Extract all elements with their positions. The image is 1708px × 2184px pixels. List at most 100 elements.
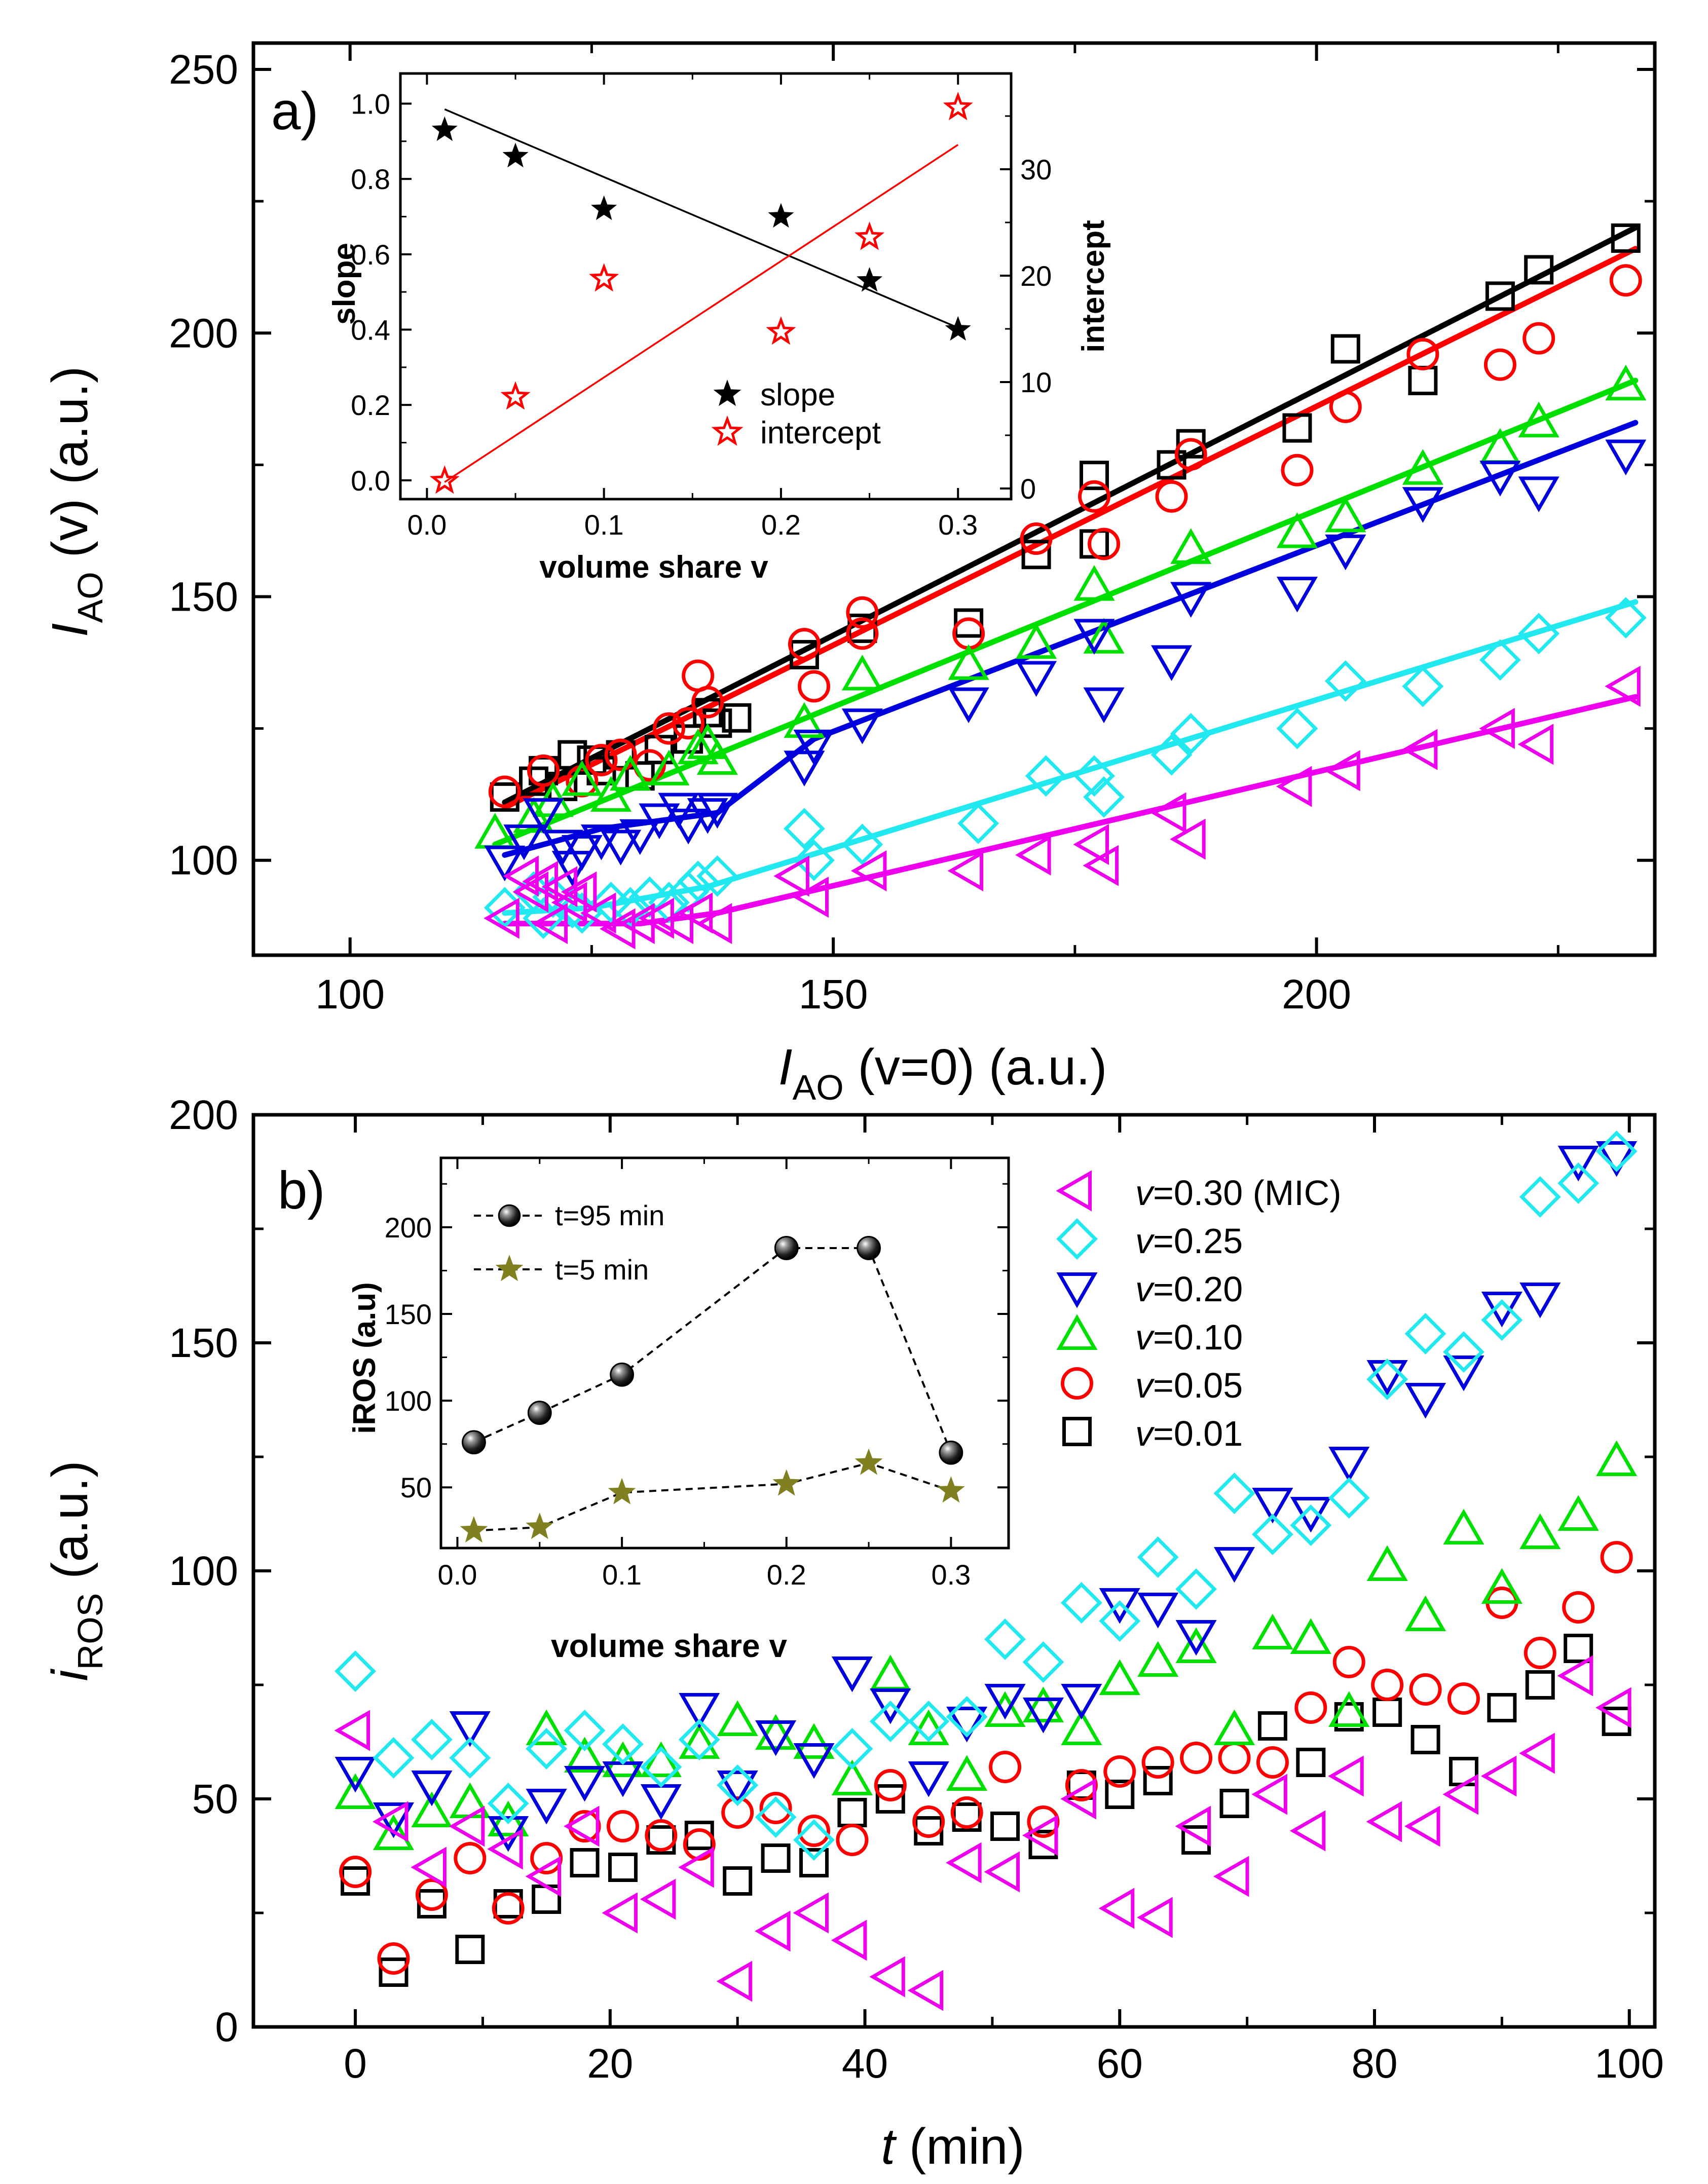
point-v=0.30 (MIC) <box>869 1956 905 1998</box>
point-v=0.05 <box>682 659 715 692</box>
inset-y-tick-label: 100 <box>385 1385 432 1417</box>
point-v=0.30 (MIC) <box>372 1801 409 1842</box>
panel-b-data <box>334 1131 1638 2011</box>
inset-point-t=5 min <box>855 1448 883 1475</box>
inset-x-tick-label: 0.2 <box>767 1559 806 1591</box>
point-v=0.10 <box>610 755 651 791</box>
point-v=0.30 (MIC) <box>907 1970 944 2011</box>
inset-line-t=5 min <box>473 1462 952 1532</box>
point-v=0.30 (MIC) <box>602 1892 638 1934</box>
panel-a-inset: 0.0 0.1 0.2 0.3 0.0 0.2 0.4 0.6 0.8 1.0 0 10 20 30 vo… <box>327 72 1111 585</box>
legend-label-v=0.30 (MIC): v=0.30 (MIC) <box>1135 1173 1342 1213</box>
point-v=0.10 <box>1061 1709 1102 1745</box>
point-v=0.30 (MIC) <box>1595 1687 1631 1728</box>
panel-a-inset-ylabel-left: slope <box>327 243 362 325</box>
legend-t95-label: t=95 min <box>555 1199 664 1231</box>
panel-b-inset-xlabel: volume share v <box>551 1628 787 1664</box>
point-v=0.05 <box>1141 1746 1174 1779</box>
point-v=0.10 <box>984 1691 1026 1727</box>
point-v=0.01 <box>1330 334 1360 364</box>
point-v=0.20 <box>1022 1698 1064 1734</box>
point-v=0.10 <box>1276 512 1318 548</box>
point-v=0.05 <box>1218 1742 1251 1774</box>
point-v=0.25 <box>869 1701 911 1742</box>
panel-a-xlabel: IAO (v=0) (a.u.) <box>778 1039 1107 1107</box>
point-v=0.05 <box>1180 1742 1213 1774</box>
point-v=0.20 <box>1328 1447 1370 1483</box>
legend-label-v=0.20: v=0.20 <box>1135 1269 1243 1309</box>
point-v=0.05 <box>1088 528 1121 560</box>
inset-y2-tick-label: 20 <box>1020 260 1052 292</box>
point-v=0.10 <box>1083 618 1125 654</box>
point-v=0.10 <box>755 1714 797 1750</box>
point-v=0.05 <box>1155 480 1188 513</box>
point-v=0.10 <box>1366 1545 1408 1581</box>
point-v=0.20 <box>619 819 661 855</box>
point-v=0.30 (MIC) <box>564 1805 600 1847</box>
point-v=0.01 <box>1372 1698 1402 1727</box>
inset-point-slope <box>431 116 458 141</box>
point-v=0.20 <box>1170 582 1212 618</box>
point-v=0.25 <box>793 1819 835 1861</box>
point-v=0.10 <box>1404 1595 1446 1631</box>
point-v=0.05 <box>683 1828 716 1861</box>
point-v=0.10 <box>602 1741 644 1777</box>
point-v=0.10 <box>908 1709 949 1745</box>
legend-label-v=0.25: v=0.25 <box>1135 1221 1243 1261</box>
point-v=0.01 <box>1257 1711 1287 1741</box>
point-v=0.20 <box>564 1766 606 1802</box>
point-v=0.20 <box>1325 534 1366 571</box>
point-v=0.20 <box>600 830 642 866</box>
point-v=0.20 <box>1402 487 1443 523</box>
point-v=0.05 <box>1174 438 1207 471</box>
point-v=0.25 <box>1170 713 1212 755</box>
point-v=0.20 <box>1596 1141 1638 1177</box>
point-v=0.30 (MIC) <box>640 1878 676 1920</box>
point-v=0.20 <box>335 1757 376 1793</box>
point-v=0.30 (MIC) <box>1137 1897 1173 1938</box>
point-v=0.01 <box>954 608 984 638</box>
point-v=0.10 <box>1481 1568 1523 1604</box>
point-v=0.05 <box>846 617 879 650</box>
point-v=0.10 <box>648 749 690 785</box>
point-v=0.25 <box>1404 1313 1446 1354</box>
point-v=0.25 <box>602 1723 644 1765</box>
inset-point-slope <box>502 142 529 168</box>
point-v=0.30 <box>947 850 984 892</box>
legend-t5-star <box>495 1255 524 1282</box>
point-v=0.05 <box>1020 522 1053 555</box>
point-v=0.05 <box>788 628 821 661</box>
legend-intercept-star <box>711 415 744 446</box>
panel-a-inset-data <box>429 92 973 494</box>
point-v=0.30 <box>580 892 616 934</box>
y-tick-label: 50 <box>192 1776 238 1822</box>
point-v=0.05 <box>1524 1637 1556 1669</box>
legend-label-v=0.05: v=0.05 <box>1135 1366 1243 1405</box>
point-v=0.30 (MIC) <box>1442 1774 1478 1815</box>
inset-point-intercept <box>855 221 885 250</box>
point-v=0.30 (MIC) <box>716 1961 753 2002</box>
inset-point-slope <box>591 195 617 220</box>
point-v=0.05 <box>1078 480 1110 513</box>
point-v=0.10 <box>1518 401 1560 438</box>
point-v=0.20 <box>984 1684 1026 1720</box>
point-v=0.05 <box>1332 1646 1365 1678</box>
point-v=0.20 <box>561 835 603 871</box>
point-v=0.25 <box>1402 665 1444 707</box>
panel-b-xlabel: t (min) <box>881 2118 1024 2175</box>
point-v=0.20 <box>679 1693 720 1729</box>
inset-point-t=5 min <box>608 1478 636 1504</box>
point-v=0.05 <box>454 1842 487 1874</box>
point-v=0.20 <box>526 1789 567 1825</box>
point-v=0.25 <box>335 1650 377 1692</box>
point-v=0.01 <box>799 1848 829 1877</box>
point-v=0.20 <box>687 798 728 834</box>
inset-point-t=95 min <box>462 1430 486 1455</box>
point-v=0.20 <box>1016 661 1057 697</box>
panel-a-inset-xlabel: volume share v <box>539 550 768 585</box>
point-v=0.10 <box>1328 1691 1370 1727</box>
inset-point-t=95 min <box>610 1362 635 1387</box>
point-v=0.10 <box>561 760 603 796</box>
